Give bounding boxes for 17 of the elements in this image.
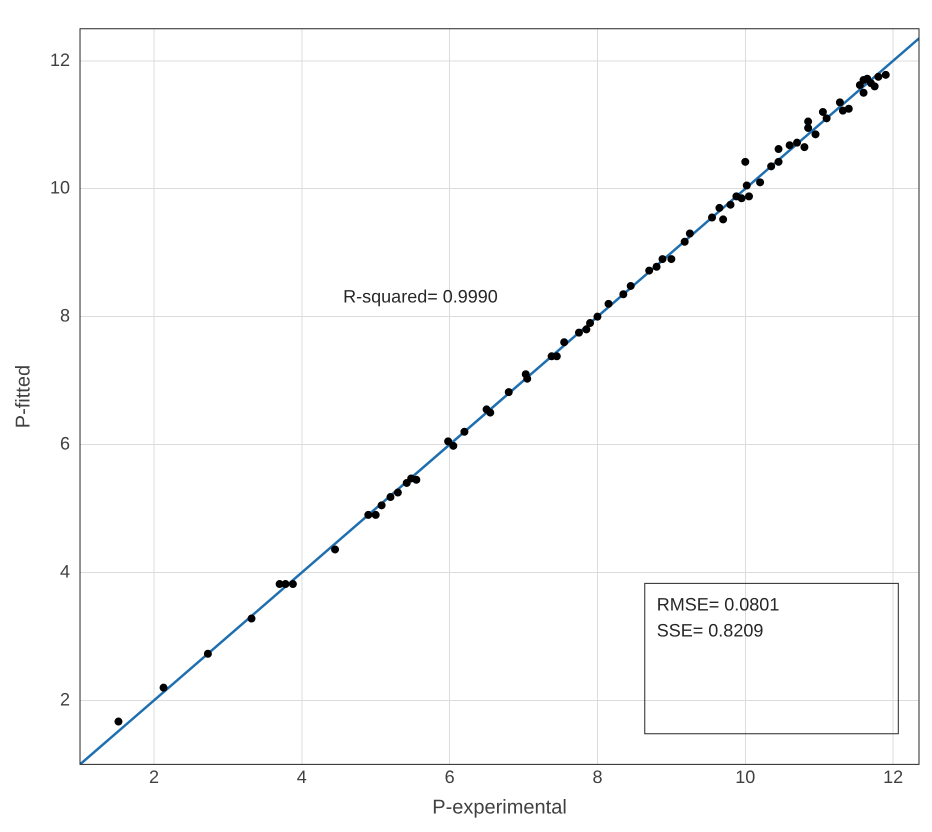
x-tick-label: 10 [735,767,756,788]
x-axis-title: P-experimental [432,796,567,819]
y-axis-title: P-fitted [12,364,35,428]
y-tick-label: 6 [60,434,70,454]
annotation: SSE= 0.8209 [656,620,764,640]
y-tick-label: 8 [60,306,70,326]
x-tick-label: 4 [296,767,307,788]
x-tick-label: 2 [148,767,159,788]
x-tick-label: 12 [883,767,904,788]
annotation: R-squared= 0.9990 [343,286,498,306]
annotation: RMSE= 0.0801 [656,594,780,614]
y-tick-label: 2 [60,689,70,710]
x-tick-label: 6 [444,767,455,788]
y-tick-label: 12 [50,50,70,70]
x-tick-label: 8 [592,767,602,788]
y-tick-label: 4 [60,561,70,582]
y-tick-label: 10 [50,178,70,198]
